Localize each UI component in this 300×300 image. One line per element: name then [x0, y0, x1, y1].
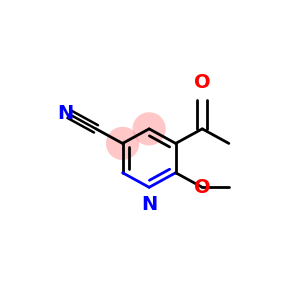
Circle shape [133, 112, 166, 146]
Text: O: O [194, 73, 211, 92]
Text: N: N [141, 195, 157, 214]
Text: O: O [194, 178, 211, 197]
Text: N: N [57, 104, 74, 123]
Circle shape [106, 127, 139, 160]
